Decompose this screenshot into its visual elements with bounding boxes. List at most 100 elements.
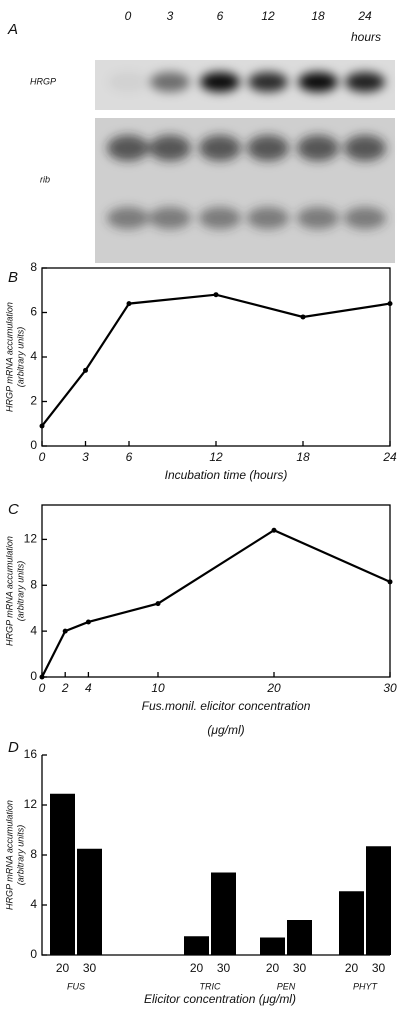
- y-tick-label: 4: [30, 349, 37, 363]
- point: [83, 368, 88, 373]
- lane-label: 24: [357, 9, 372, 23]
- y-tick-label: 6: [30, 305, 37, 319]
- band: [345, 72, 385, 92]
- y-axis-label: HRGP mRNA accumulation: [4, 536, 14, 646]
- bar: [260, 938, 285, 956]
- band: [247, 207, 289, 229]
- y-axis-label: HRGP mRNA accumulation: [4, 800, 14, 910]
- x-tick-label: 30: [83, 961, 97, 975]
- category-label: TRIC: [200, 981, 221, 991]
- x-tick-label: 20: [56, 961, 70, 975]
- x-axis-label: Incubation time (hours): [165, 468, 288, 482]
- band: [150, 72, 190, 92]
- category-label: PHYT: [353, 981, 379, 991]
- lane-label: 3: [167, 9, 174, 23]
- panel-label: A: [7, 21, 18, 38]
- x-tick-label: 6: [126, 450, 133, 464]
- bar: [77, 849, 102, 955]
- band: [248, 72, 288, 92]
- x-tick-label: 3: [82, 450, 89, 464]
- band: [149, 135, 191, 161]
- plot-frame: [42, 505, 390, 677]
- data-line: [42, 530, 390, 677]
- lane-label: 0: [125, 9, 132, 23]
- y-tick-label: 4: [30, 623, 37, 637]
- x-tick-label: 0: [39, 450, 46, 464]
- point: [156, 601, 161, 606]
- x-tick-label: 4: [85, 681, 92, 695]
- y-tick-label: 4: [30, 897, 37, 911]
- x-axis-label: Fus.monil. elicitor concentration: [142, 699, 311, 713]
- bar: [287, 920, 312, 955]
- y-tick-label: 12: [24, 797, 38, 811]
- band: [107, 135, 149, 161]
- x-tick-label: 18: [296, 450, 310, 464]
- band: [298, 72, 338, 92]
- y-tick-label: 0: [30, 669, 37, 683]
- x-axis-label: (μg/ml): [207, 723, 244, 737]
- band: [297, 207, 339, 229]
- point: [63, 629, 68, 634]
- band: [344, 207, 386, 229]
- bar: [184, 936, 209, 955]
- x-tick-label: 20: [266, 961, 280, 975]
- x-tick-label: 30: [372, 961, 386, 975]
- x-tick-label: 30: [217, 961, 231, 975]
- point: [388, 579, 393, 584]
- x-tick-label: 30: [383, 681, 397, 695]
- unit-label: hours: [351, 30, 381, 44]
- figure: A036121824hoursHRGPribB02468HRGP mRNA ac…: [0, 0, 400, 1021]
- panel-label: D: [8, 739, 19, 756]
- category-label: PEN: [277, 981, 296, 991]
- y-axis-label: (arbitrary units): [15, 561, 25, 622]
- band: [199, 207, 241, 229]
- panel-label: C: [8, 501, 19, 518]
- band: [108, 72, 148, 92]
- x-tick-label: 12: [209, 450, 223, 464]
- point: [214, 292, 219, 297]
- point: [272, 528, 277, 533]
- band: [297, 135, 339, 161]
- data-line: [42, 295, 390, 426]
- band: [344, 135, 386, 161]
- band: [107, 207, 149, 229]
- bar: [50, 794, 75, 955]
- band: [247, 135, 289, 161]
- point: [388, 301, 393, 306]
- x-tick-label: 20: [266, 681, 281, 695]
- row-label: HRGP: [30, 76, 56, 86]
- point: [40, 423, 45, 428]
- y-tick-label: 0: [30, 438, 37, 452]
- x-tick-label: 24: [382, 450, 397, 464]
- x-tick-label: 0: [39, 681, 46, 695]
- band: [200, 72, 240, 92]
- y-tick-label: 2: [30, 394, 37, 408]
- lane-label: 18: [311, 9, 325, 23]
- x-tick-label: 20: [345, 961, 359, 975]
- x-axis-label: Elicitor concentration (μg/ml): [144, 992, 296, 1006]
- lane-label: 6: [217, 9, 224, 23]
- page: {"blot": {"label": "A", "lanes": ["0", "…: [0, 0, 400, 1021]
- x-tick-label: 20: [190, 961, 204, 975]
- x-tick-label: 30: [293, 961, 307, 975]
- y-tick-label: 16: [24, 747, 38, 761]
- category-label: FUS: [67, 981, 85, 991]
- panel-label: B: [8, 269, 18, 286]
- bar: [211, 873, 236, 956]
- y-tick-label: 0: [30, 947, 37, 961]
- band: [149, 207, 191, 229]
- y-tick-label: 12: [24, 532, 38, 546]
- point: [127, 301, 132, 306]
- y-axis-label: HRGP mRNA accumulation: [4, 302, 14, 412]
- band: [199, 135, 241, 161]
- y-tick-label: 8: [30, 847, 37, 861]
- x-tick-label: 10: [151, 681, 165, 695]
- bar: [339, 891, 364, 955]
- bar: [366, 846, 391, 955]
- y-axis-label: (arbitrary units): [15, 825, 25, 886]
- lane-label: 12: [261, 9, 275, 23]
- y-tick-label: 8: [30, 577, 37, 591]
- x-tick-label: 2: [61, 681, 69, 695]
- point: [40, 675, 45, 680]
- y-axis-label: (arbitrary units): [15, 327, 25, 388]
